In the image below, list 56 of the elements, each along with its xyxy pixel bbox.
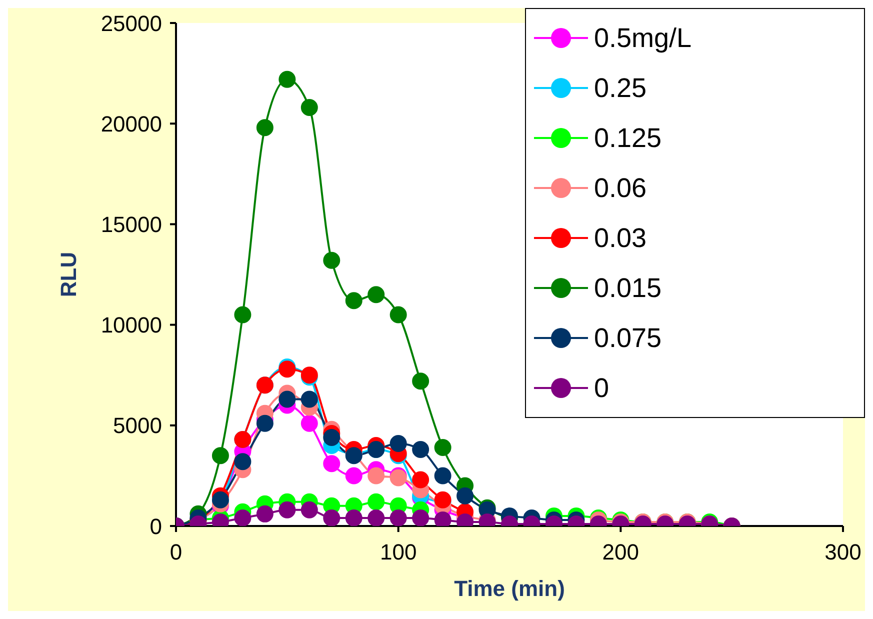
point <box>368 286 385 304</box>
point <box>323 252 340 269</box>
point <box>434 467 452 484</box>
point <box>368 509 385 526</box>
x-tick-label: 300 <box>824 540 862 565</box>
point <box>300 414 318 432</box>
point <box>345 292 362 310</box>
point <box>390 509 407 526</box>
y-tick-label: 20000 <box>100 111 162 136</box>
legend-label: 0.125 <box>594 122 662 154</box>
point <box>300 390 318 408</box>
point <box>456 487 474 504</box>
point <box>345 467 362 484</box>
point <box>234 306 252 324</box>
point <box>234 509 252 526</box>
y-tick-label: 5000 <box>113 413 162 438</box>
point <box>368 467 385 484</box>
legend-label: 0.5mg/L <box>594 22 692 54</box>
point <box>434 439 452 456</box>
point <box>212 447 229 464</box>
point <box>278 501 296 518</box>
y-tick-label: 0 <box>150 514 162 539</box>
legend-label: 0 <box>594 372 610 404</box>
legend-label: 0.06 <box>594 172 647 204</box>
y-axis-title: RLU <box>56 252 81 298</box>
point <box>256 414 274 432</box>
point <box>278 70 296 88</box>
point <box>256 505 274 522</box>
point <box>412 372 430 390</box>
point <box>256 119 274 136</box>
y-tick-label: 15000 <box>100 212 162 238</box>
point <box>323 509 340 526</box>
point <box>300 99 318 116</box>
point <box>412 471 430 488</box>
x-tick-label: 0 <box>170 540 182 565</box>
point <box>412 509 430 526</box>
legend-label: 0.03 <box>594 222 647 254</box>
y-tick-label: 10000 <box>100 312 162 338</box>
point <box>368 493 385 510</box>
x-tick-label: 100 <box>380 540 417 565</box>
point <box>345 509 362 526</box>
point <box>234 453 252 470</box>
point <box>323 428 340 446</box>
point <box>390 306 407 324</box>
x-axis-title: Time (min) <box>454 576 565 601</box>
x-tick-label: 200 <box>602 540 640 565</box>
point <box>323 455 340 472</box>
legend-label: 0.015 <box>594 272 662 304</box>
point <box>278 390 296 408</box>
point <box>434 511 452 526</box>
legend-label: 0.075 <box>594 322 662 354</box>
point <box>412 441 430 458</box>
point <box>300 501 318 518</box>
y-tick-label: 25000 <box>100 10 162 36</box>
legend-label: 0.25 <box>594 72 647 104</box>
point <box>390 435 407 452</box>
